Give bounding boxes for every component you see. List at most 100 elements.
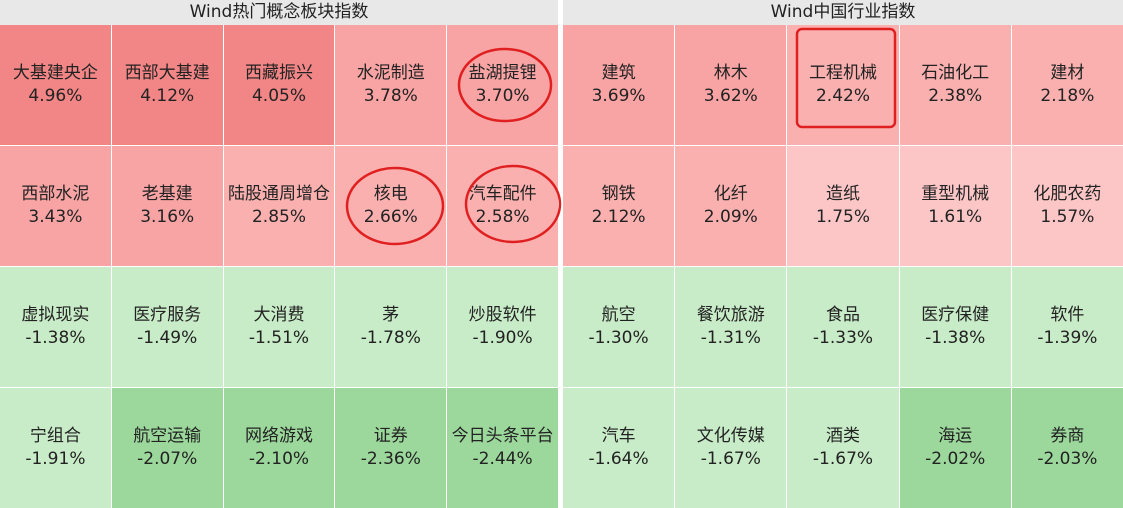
- cell-change: 1.75%: [815, 207, 870, 227]
- cell-change: -1.78%: [360, 328, 421, 348]
- heatmap: 大基建央企 4.96% 西部大基建 4.12% 西藏振兴 4.05% 水泥制造 3.78% 盐湖…: [0, 25, 558, 508]
- cell: 钢铁 2.12%: [563, 146, 675, 266]
- cell-change: -2.03%: [1037, 449, 1098, 469]
- cell-name: 建筑: [601, 63, 636, 83]
- cell: 西部大基建 4.12%: [111, 25, 223, 145]
- cell-name: 水泥制造: [356, 63, 425, 83]
- cell-name: 今日头条平台: [451, 426, 554, 446]
- cell: 炒股软件 -1.90%: [447, 267, 558, 387]
- cell-name: 工程机械: [808, 63, 877, 83]
- cell-name: 老基建: [141, 184, 193, 204]
- cell-change: 3.16%: [140, 207, 195, 227]
- cell-name: 陆股通周增仓: [227, 184, 330, 204]
- cell-name: 西藏振兴: [244, 63, 313, 83]
- cell-name: 汽车: [601, 426, 636, 446]
- cell: 航空 -1.30%: [563, 267, 675, 387]
- cell-change: 2.85%: [251, 207, 306, 227]
- cell: 酒类 -1.67%: [787, 388, 899, 508]
- cell-change: -1.91%: [25, 449, 86, 469]
- cell-name: 钢铁: [601, 184, 636, 204]
- cell-change: 3.70%: [475, 86, 530, 106]
- cell-name: 大基建央企: [12, 63, 98, 83]
- cell-change: -1.38%: [925, 328, 986, 348]
- cell-name: 西部水泥: [21, 184, 90, 204]
- cell: 医疗保健 -1.38%: [899, 267, 1011, 387]
- cell-name: 虚拟现实: [21, 305, 90, 325]
- cell: 工程机械 2.42%: [787, 25, 899, 145]
- concept-panel: Wind热门概念板块指数 大基建央企 4.96% 西部大基建 4.12% 西藏振兴 4.0…: [0, 0, 558, 508]
- cell-change: -2.10%: [248, 449, 310, 469]
- cell-change: 2.66%: [363, 207, 418, 227]
- cell: 核电 2.66%: [335, 146, 447, 266]
- cell-name: 核电: [373, 184, 408, 204]
- cell: 老基建 3.16%: [111, 146, 223, 266]
- cell: 券商 -2.03%: [1011, 388, 1123, 508]
- cell: 大消费 -1.51%: [223, 267, 335, 387]
- cell-name: 建材: [1050, 63, 1085, 83]
- cell-name: 炒股软件: [468, 305, 537, 325]
- cell-name: 海运: [938, 426, 973, 446]
- cell: 海运 -2.02%: [899, 388, 1011, 508]
- cell-name: 化纤: [713, 184, 748, 204]
- cell-name: 医疗服务: [133, 305, 202, 325]
- cell-change: -1.38%: [25, 328, 86, 348]
- panel-title: Wind中国行业指数: [563, 0, 1123, 25]
- cell-name: 食品: [825, 305, 860, 325]
- cell-change: -1.51%: [248, 328, 310, 348]
- cell-name: 西部大基建: [124, 63, 210, 83]
- cell: 水泥制造 3.78%: [335, 25, 447, 145]
- cell-name: 茅: [382, 305, 400, 325]
- cell-name: 石油化工: [921, 63, 990, 83]
- cell-change: -1.33%: [812, 328, 874, 348]
- cell: 宁组合 -1.91%: [0, 388, 111, 508]
- cell-name: 盐湖提锂: [468, 63, 537, 83]
- cell-change: 2.42%: [815, 86, 870, 106]
- cell-name: 汽车配件: [468, 184, 537, 204]
- cell-name: 航空运输: [133, 426, 202, 446]
- cell-change: 3.78%: [363, 86, 418, 106]
- cell-name: 造纸: [825, 184, 860, 204]
- cell: 茅 -1.78%: [335, 267, 447, 387]
- cell-change: -2.07%: [137, 449, 198, 469]
- heatmap: 建筑 3.69% 林木 3.62% 工程机械 2.42% 石油化工 2.38% 建材 2.18% 钢…: [563, 25, 1123, 508]
- cell: 证券 -2.36%: [335, 388, 447, 508]
- cell: 重型机械 1.61%: [899, 146, 1011, 266]
- cell: 汽车 -1.64%: [563, 388, 675, 508]
- cell-change: 1.57%: [1040, 207, 1095, 227]
- cell: 虚拟现实 -1.38%: [0, 267, 111, 387]
- cell: 网络游戏 -2.10%: [223, 388, 335, 508]
- cell-change: 2.12%: [591, 207, 646, 227]
- cell: 汽车配件 2.58%: [447, 146, 558, 266]
- cell-change: -1.67%: [700, 449, 761, 469]
- cell: 化纤 2.09%: [675, 146, 787, 266]
- cell-name: 餐饮旅游: [696, 305, 765, 325]
- cell-name: 林木: [713, 63, 748, 83]
- cell: 航空运输 -2.07%: [111, 388, 223, 508]
- cell-change: 2.38%: [928, 86, 983, 106]
- cell: 造纸 1.75%: [787, 146, 899, 266]
- cell-change: 3.43%: [28, 207, 83, 227]
- cell-change: -2.36%: [360, 449, 421, 469]
- cell-change: -2.44%: [472, 449, 533, 469]
- cell: 食品 -1.33%: [787, 267, 899, 387]
- cell-change: -2.02%: [925, 449, 986, 469]
- cell: 大基建央企 4.96%: [0, 25, 111, 145]
- cell-change: -1.39%: [1037, 328, 1098, 348]
- cell-name: 医疗保健: [921, 305, 990, 325]
- cell-name: 重型机械: [921, 184, 990, 204]
- cell-change: -1.90%: [472, 328, 533, 348]
- cell-change: 2.18%: [1040, 86, 1095, 106]
- cell-name: 航空: [601, 305, 636, 325]
- industry-panel: Wind中国行业指数 建筑 3.69% 林木 3.62% 工程机械 2.42% 石油化工 2.…: [563, 0, 1123, 508]
- cell-change: 2.58%: [475, 207, 530, 227]
- cell-change: 4.96%: [28, 86, 83, 106]
- cell: 西藏振兴 4.05%: [223, 25, 335, 145]
- cell: 盐湖提锂 3.70%: [447, 25, 558, 145]
- cell-name: 软件: [1050, 305, 1085, 325]
- cell-name: 酒类: [825, 426, 860, 446]
- cell-name: 证券: [373, 426, 408, 446]
- cell-change: -1.67%: [812, 449, 874, 469]
- cell-change: 4.05%: [251, 86, 306, 106]
- cell-name: 化肥农药: [1033, 184, 1102, 204]
